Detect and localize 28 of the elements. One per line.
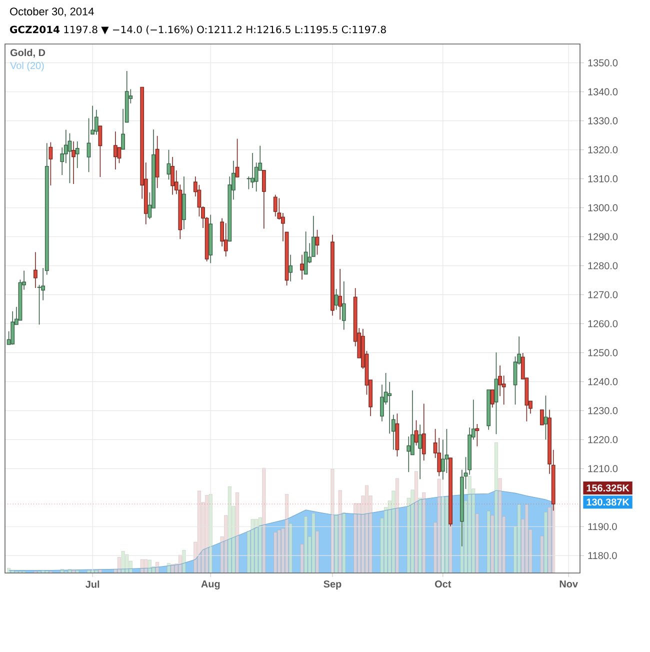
chart-subtitle: GCZ2014 1197.8 ▼ −14.0 (−1.16%) O:1211.2 H:1216.5 L:1195.5 C:1197.8 xyxy=(10,26,386,34)
y-tick-label: 1330.0 xyxy=(588,117,618,124)
text: Vol (20) xyxy=(10,62,44,72)
x-tick-label: Oct xyxy=(435,580,452,588)
y-tick-label: 1290.0 xyxy=(588,233,618,240)
y-tick-label: 1260.0 xyxy=(588,320,618,328)
y-tick-label: 1280.0 xyxy=(588,262,618,270)
y-tick-label: 1190.0 xyxy=(588,523,617,530)
y-tick-label: 1310.0 xyxy=(588,175,618,182)
y-tick-label: 1320.0 xyxy=(588,146,618,154)
text: Gold, D xyxy=(10,48,46,58)
x-tick-label: Aug xyxy=(201,580,220,590)
y-tick-label: 1300.0 xyxy=(588,204,618,212)
y-tick-label: 1240.0 xyxy=(588,378,618,386)
y2-tick-label: 156.325K xyxy=(586,484,630,492)
y-tick-label: 1230.0 xyxy=(588,407,618,414)
y-tick-label: 1340.0 xyxy=(588,88,618,96)
y-tick-label: 1250.0 xyxy=(588,349,618,356)
x-tick-label: Sep xyxy=(324,580,342,590)
y-tick-label: 1220.0 xyxy=(588,436,618,444)
x-tick-label: Nov xyxy=(560,580,578,588)
chart-title: October 30, 2014 xyxy=(10,7,94,17)
y-tick-label: 1210.0 xyxy=(588,465,618,472)
y2-tick-label: 130.387K xyxy=(586,498,630,506)
x-tick-label: Jul xyxy=(86,580,100,588)
y-tick-label: 1180.0 xyxy=(588,552,617,560)
y-tick-label: 1270.0 xyxy=(588,291,618,298)
y-tick-label: 1350.0 xyxy=(588,59,618,66)
